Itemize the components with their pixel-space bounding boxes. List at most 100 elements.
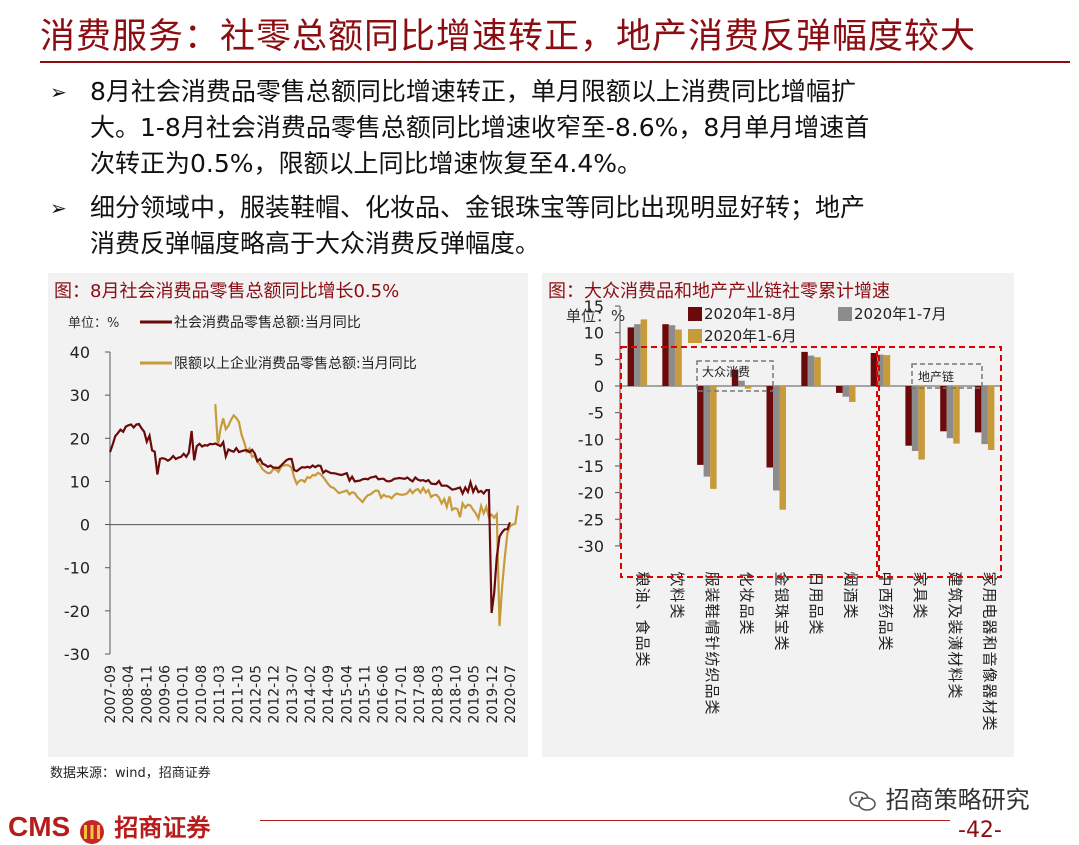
svg-text:西: 西 xyxy=(877,587,895,602)
x-tick-label: 2014-02 xyxy=(303,665,319,724)
page-number: -42- xyxy=(958,818,1002,843)
svg-text:家: 家 xyxy=(911,571,929,586)
svg-text:类: 类 xyxy=(807,619,825,634)
svg-text:日: 日 xyxy=(807,571,825,586)
x-tick-label: 2009-06 xyxy=(158,665,174,724)
svg-text:食: 食 xyxy=(633,619,651,634)
svg-text:及: 及 xyxy=(946,603,964,618)
y-tick-label: -5 xyxy=(588,404,604,423)
svg-text:材: 材 xyxy=(981,699,999,714)
svg-text:鞋: 鞋 xyxy=(703,603,721,618)
bar-1-6 xyxy=(883,355,891,386)
svg-text:油: 油 xyxy=(633,587,651,602)
svg-text:用: 用 xyxy=(807,587,825,602)
bar-1-6 xyxy=(918,386,925,460)
svg-text:装: 装 xyxy=(703,587,721,602)
x-tick-label: 2018-03 xyxy=(430,665,446,724)
wechat-account: 招商策略研究 xyxy=(848,780,1030,815)
bar-1-8 xyxy=(905,386,912,446)
x-tick-label: 2011-03 xyxy=(212,665,228,724)
bullet-2-line-2: 消费反弹幅度略高于大众消费反弹幅度。 xyxy=(90,229,541,258)
legend-swatch-1-6 xyxy=(688,329,702,343)
x-tick-label: 2018-10 xyxy=(448,665,464,724)
y-tick-label: -10 xyxy=(64,559,90,578)
svg-text:类: 类 xyxy=(842,603,860,618)
x-tick-label: 2008-11 xyxy=(139,665,155,724)
y-tick-label: -10 xyxy=(578,430,604,449)
svg-text:品: 品 xyxy=(703,683,721,698)
bar-1-7 xyxy=(842,386,849,397)
footer-divider xyxy=(260,820,950,821)
svg-text:中: 中 xyxy=(877,571,895,586)
svg-text:类: 类 xyxy=(981,715,999,730)
bar-1-6 xyxy=(640,319,648,386)
y-tick-label: 40 xyxy=(70,343,90,362)
y-tick-label: 0 xyxy=(80,516,90,535)
cms-emblem-icon xyxy=(80,819,105,844)
left-chart-title: 图：8月社会消费品零售总额同比增长0.5% xyxy=(54,281,400,302)
legend-label-1-7: 2020年1-7月 xyxy=(854,305,947,323)
svg-text:帽: 帽 xyxy=(703,619,721,634)
bar-1-7 xyxy=(946,386,954,439)
svg-text:金: 金 xyxy=(772,571,790,586)
y-tick-label: -30 xyxy=(578,537,604,556)
bar-1-7 xyxy=(738,380,745,386)
mass-consumption-label: 大众消费 xyxy=(702,365,750,379)
mass-consumption-label-box xyxy=(696,360,774,392)
bar-1-6 xyxy=(710,386,717,489)
bar-1-8 xyxy=(974,386,982,433)
x-tick-label: 2017-08 xyxy=(412,665,428,724)
cms-logo: CMS 招商证券 xyxy=(8,808,210,845)
bar-1-8 xyxy=(697,386,704,465)
x-tick-label: 2008-04 xyxy=(121,665,137,724)
bar-1-6 xyxy=(675,329,682,386)
x-tick-label: 2012-12 xyxy=(267,665,283,724)
svg-text:品: 品 xyxy=(738,603,756,618)
left-chart-unit: 单位：% xyxy=(68,316,119,331)
svg-text:器: 器 xyxy=(981,683,999,698)
bullet-1: ➢ 8月社会消费品零售总额同比增速转正，单月限额以上消费同比增幅扩 大。1-8月… xyxy=(50,74,1020,182)
x-category-label: 饮料类 xyxy=(668,571,686,618)
svg-text:烟: 烟 xyxy=(842,571,860,586)
logo-cn-text: 招商证券 xyxy=(114,814,211,842)
svg-text:银: 银 xyxy=(772,587,790,602)
svg-text:电: 电 xyxy=(981,603,999,618)
svg-text:像: 像 xyxy=(981,667,999,682)
svg-text:类: 类 xyxy=(703,699,721,714)
y-tick-label: 5 xyxy=(594,350,604,369)
x-tick-label: 2012-05 xyxy=(248,665,264,724)
legend-label-1-6: 2020年1-6月 xyxy=(704,327,797,345)
svg-text:建: 建 xyxy=(946,571,964,586)
y-tick-label: 0 xyxy=(594,377,604,396)
y-tick-label: -30 xyxy=(64,645,90,664)
svg-text:药: 药 xyxy=(877,603,895,618)
x-tick-label: 2019-12 xyxy=(485,665,501,724)
bar-1-7 xyxy=(807,355,815,386)
x-tick-label: 2014-09 xyxy=(321,665,337,724)
bar-1-7 xyxy=(703,386,711,477)
x-tick-label: 2016-06 xyxy=(376,665,392,724)
bar-1-8 xyxy=(627,327,635,386)
svg-text:宝: 宝 xyxy=(772,619,790,634)
x-tick-label: 2017-01 xyxy=(394,665,410,724)
series-line-above-quota xyxy=(214,404,519,627)
svg-text:妆: 妆 xyxy=(738,587,756,602)
y-tick-label: 10 xyxy=(70,472,90,491)
svg-text:粮: 粮 xyxy=(633,571,651,586)
bar-1-8 xyxy=(870,353,878,386)
svg-text:酒: 酒 xyxy=(842,587,860,602)
arrow-bullet-icon: ➢ xyxy=(50,196,67,220)
bar-1-8 xyxy=(940,386,947,432)
x-category-label: 烟酒类 xyxy=(842,571,860,618)
svg-text:针: 针 xyxy=(703,635,721,650)
data-source: 数据来源：wind，招商证券 xyxy=(50,766,211,781)
right-bar-chart: 单位：% 2020年1-8月 2020年1-7月 2020年1-6月 15 10 5… xyxy=(566,297,1002,731)
x-tick-label: 2015-04 xyxy=(339,665,355,724)
bullet-1-line-1: 8月社会消费品零售总额同比增速转正，单月限额以上消费同比增幅扩 xyxy=(90,77,856,106)
svg-text:类: 类 xyxy=(668,603,686,618)
